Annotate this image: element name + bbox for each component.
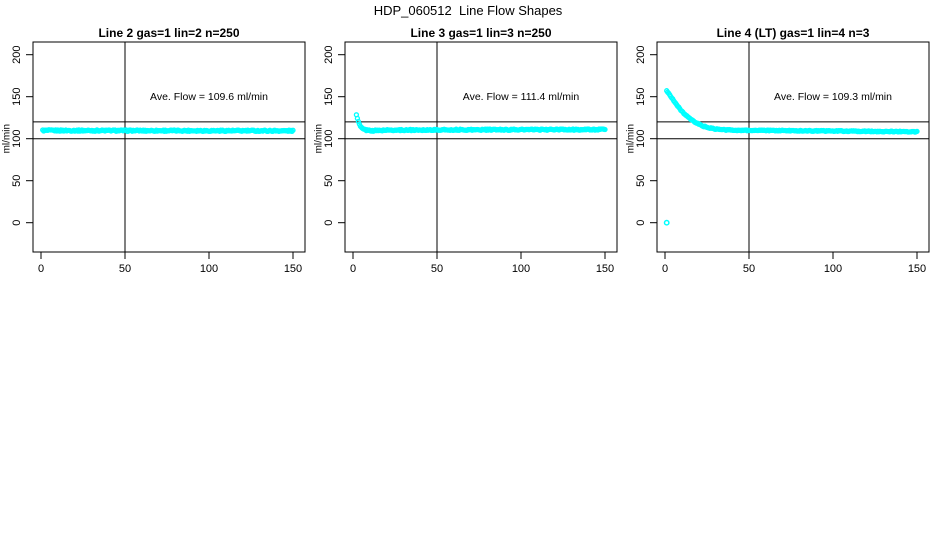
panel-title: Line 2 gas=1 lin=2 n=250 xyxy=(98,26,239,40)
panel-title: Line 3 gas=1 lin=3 n=250 xyxy=(410,26,551,40)
y-tick-label: 200 xyxy=(635,46,647,64)
x-tick-label: 50 xyxy=(431,263,443,275)
y-tick-label: 200 xyxy=(11,46,23,64)
figure-title: HDP_060512 Line Flow Shapes xyxy=(373,3,563,18)
ave-flow-annotation: Ave. Flow = 111.4 ml/min xyxy=(463,91,580,103)
y-axis-label: ml/min xyxy=(314,124,325,153)
y-tick-label: 0 xyxy=(635,220,647,226)
data-point xyxy=(290,127,296,133)
y-tick-label: 50 xyxy=(11,175,23,187)
y-tick-label: 100 xyxy=(323,130,335,148)
y-tick-label: 200 xyxy=(323,46,335,64)
x-tick-label: 100 xyxy=(200,263,218,275)
data-points xyxy=(353,112,608,134)
y-tick-label: 0 xyxy=(11,220,23,226)
plot-box xyxy=(32,41,306,253)
x-tick-label: 100 xyxy=(512,263,530,275)
data-point xyxy=(355,118,362,125)
y-tick-label: 150 xyxy=(11,88,23,106)
ave-flow-annotation: Ave. Flow = 109.6 ml/min xyxy=(150,91,268,103)
y-tick-label: 50 xyxy=(635,175,647,187)
y-axis-label: ml/min xyxy=(2,124,13,153)
x-tick-label: 50 xyxy=(743,263,755,275)
plot-box xyxy=(656,41,930,253)
y-tick-label: 0 xyxy=(323,220,335,226)
x-tick-label: 0 xyxy=(350,263,356,275)
y-tick-label: 150 xyxy=(323,88,335,106)
x-tick-label: 150 xyxy=(908,263,926,275)
data-points xyxy=(663,88,920,226)
x-tick-label: 0 xyxy=(38,263,44,275)
data-point xyxy=(288,127,294,134)
panel-line2-plot: Line 2 gas=1 lin=2 n=250 0 50 100 150 0 50 100 1… xyxy=(2,26,306,275)
panel-title: Line 4 (LT) gas=1 lin=4 n=3 xyxy=(717,26,870,40)
x-tick-label: 150 xyxy=(284,263,302,275)
y-axis-label: ml/min xyxy=(626,124,637,153)
panel-line3-plot: Line 3 gas=1 lin=3 n=250 0 50 100 150 0 50 100 1… xyxy=(314,26,618,275)
x-tick-label: 50 xyxy=(119,263,131,275)
y-tick-label: 50 xyxy=(323,175,335,187)
x-tick-label: 150 xyxy=(596,263,614,275)
outlier-point xyxy=(663,219,670,226)
data-points xyxy=(40,127,296,135)
data-point xyxy=(602,126,608,133)
y-tick-label: 150 xyxy=(635,88,647,106)
x-tick-label: 0 xyxy=(662,263,668,275)
plot-box xyxy=(344,41,618,253)
x-tick-label: 100 xyxy=(824,263,842,275)
ave-flow-annotation: Ave. Flow = 109.3 ml/min xyxy=(774,91,892,103)
panel-line4-plot: Line 4 (LT) gas=1 lin=4 n=3 0 50 100 150 0 50 1… xyxy=(626,26,930,275)
y-tick-label: 100 xyxy=(11,130,23,148)
data-point xyxy=(914,128,920,135)
y-tick-label: 100 xyxy=(635,130,647,148)
